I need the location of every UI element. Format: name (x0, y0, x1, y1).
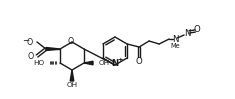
Polygon shape (46, 48, 60, 50)
Text: N: N (172, 34, 178, 43)
Text: HO: HO (33, 60, 44, 66)
Text: −: − (22, 36, 29, 44)
Text: O: O (28, 51, 34, 60)
Text: N: N (184, 29, 190, 38)
Text: O: O (68, 37, 74, 46)
Text: O: O (194, 24, 200, 33)
Text: O: O (136, 57, 142, 66)
Text: +: + (117, 57, 123, 63)
Text: N: N (111, 59, 119, 68)
Text: OH: OH (67, 82, 78, 88)
Text: O: O (27, 38, 33, 47)
Polygon shape (84, 61, 93, 65)
Text: Me: Me (170, 43, 180, 49)
Text: OH: OH (99, 60, 110, 66)
Polygon shape (70, 70, 74, 81)
